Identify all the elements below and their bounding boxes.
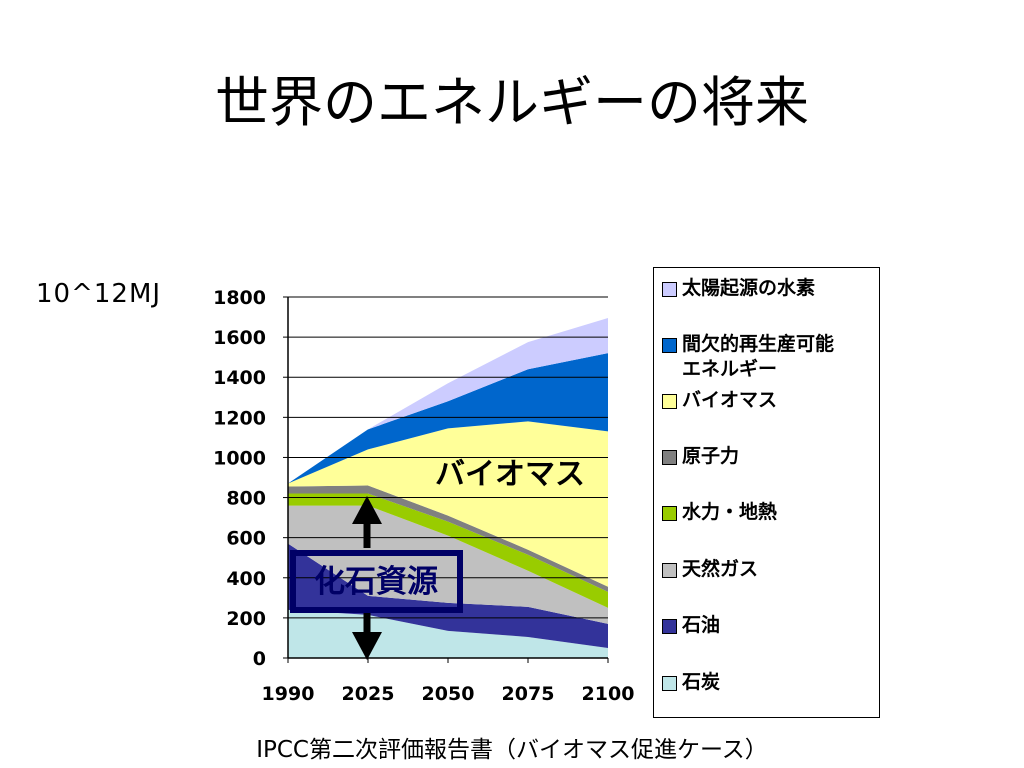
- area-series-solar_hydrogen: [288, 318, 608, 484]
- legend-item-nuclear: 原子力: [662, 444, 877, 469]
- legend-label-intermittent: 間欠的再生産可能 エネルギー: [682, 333, 835, 380]
- y-tick-label-1400: 1400: [213, 367, 266, 389]
- x-tick-label-2025: 2025: [342, 683, 395, 705]
- y-tick-label-1800: 1800: [213, 287, 266, 309]
- fossil-arrow-down-head: [352, 632, 382, 660]
- legend-label-oil: 石油: [682, 614, 721, 636]
- legend-item-biomass: バイオマス: [662, 388, 877, 413]
- legend-label-biomass: バイオマス: [682, 389, 778, 411]
- y-tick-label-0: 0: [253, 648, 266, 670]
- biomass-annotation: バイオマス: [435, 457, 585, 492]
- slide-title: 世界のエネルギーの将来: [215, 71, 809, 134]
- y-tick-label-1600: 1600: [213, 327, 266, 349]
- y-tick-label-200: 200: [226, 608, 266, 630]
- legend-swatch-gas: [662, 563, 677, 578]
- legend-item-coal: 石炭: [662, 670, 877, 695]
- x-tick-label-2050: 2050: [422, 683, 475, 705]
- chart-areas: [288, 318, 608, 658]
- area-series-hydro: [288, 493, 608, 608]
- y-axis-unit-label: 10^12MJ: [36, 279, 162, 309]
- legend-item-solar_hydrogen: 太陽起源の水素: [662, 276, 877, 301]
- legend-label-coal: 石炭: [682, 671, 721, 693]
- legend-swatch-solar_hydrogen: [662, 282, 677, 297]
- source-caption: IPCC第二次評価報告書（バイオマス促進ケース）: [256, 737, 768, 763]
- x-tick-label-1990: 1990: [262, 683, 315, 705]
- y-tick-label-600: 600: [226, 528, 266, 550]
- fossil-arrow-up-head: [352, 496, 382, 524]
- legend-label-nuclear: 原子力: [682, 445, 740, 467]
- legend-swatch-nuclear: [662, 450, 677, 465]
- y-tick-label-800: 800: [226, 488, 266, 510]
- fossil-annotation: 化石資源: [314, 564, 438, 600]
- y-axis-ticks: 0 200 400 600 800 1000 1200 1400 1600 1800: [213, 287, 288, 670]
- x-tick-label-2075: 2075: [502, 683, 555, 705]
- legend-label-solar_hydrogen: 太陽起源の水素: [682, 277, 816, 299]
- legend-swatch-coal: [662, 676, 677, 691]
- legend-item-hydro: 水力・地熱: [662, 500, 877, 525]
- y-tick-label-1000: 1000: [213, 447, 266, 469]
- chart-annotations: バイオマス 化石資源: [290, 457, 585, 660]
- area-series-intermittent: [288, 353, 608, 484]
- legend-item-intermittent: 間欠的再生産可能 エネルギー: [662, 332, 877, 382]
- legend-swatch-biomass: [662, 394, 677, 409]
- legend-swatch-hydro: [662, 506, 677, 521]
- area-series-biomass: [288, 421, 608, 587]
- legend-swatch-oil: [662, 619, 677, 634]
- y-tick-label-400: 400: [226, 568, 266, 590]
- chart-gridlines: [288, 296, 608, 619]
- fossil-label-box: [290, 550, 463, 613]
- x-axis-ticks: 1990 2025 2050 2075 2100: [262, 658, 635, 705]
- legend-item-gas: 天然ガス: [662, 557, 877, 582]
- legend-label-hydro: 水力・地熱: [682, 501, 778, 523]
- y-tick-label-1200: 1200: [213, 407, 266, 429]
- area-series-oil: [288, 543, 608, 648]
- legend-label-gas: 天然ガス: [682, 558, 759, 580]
- x-tick-label-2100: 2100: [582, 683, 635, 705]
- legend-item-oil: 石油: [662, 613, 877, 638]
- legend-swatch-intermittent: [662, 338, 677, 353]
- chart-legend: 太陽起源の水素間欠的再生産可能 エネルギーバイオマス原子力水力・地熱天然ガス石油…: [653, 267, 880, 718]
